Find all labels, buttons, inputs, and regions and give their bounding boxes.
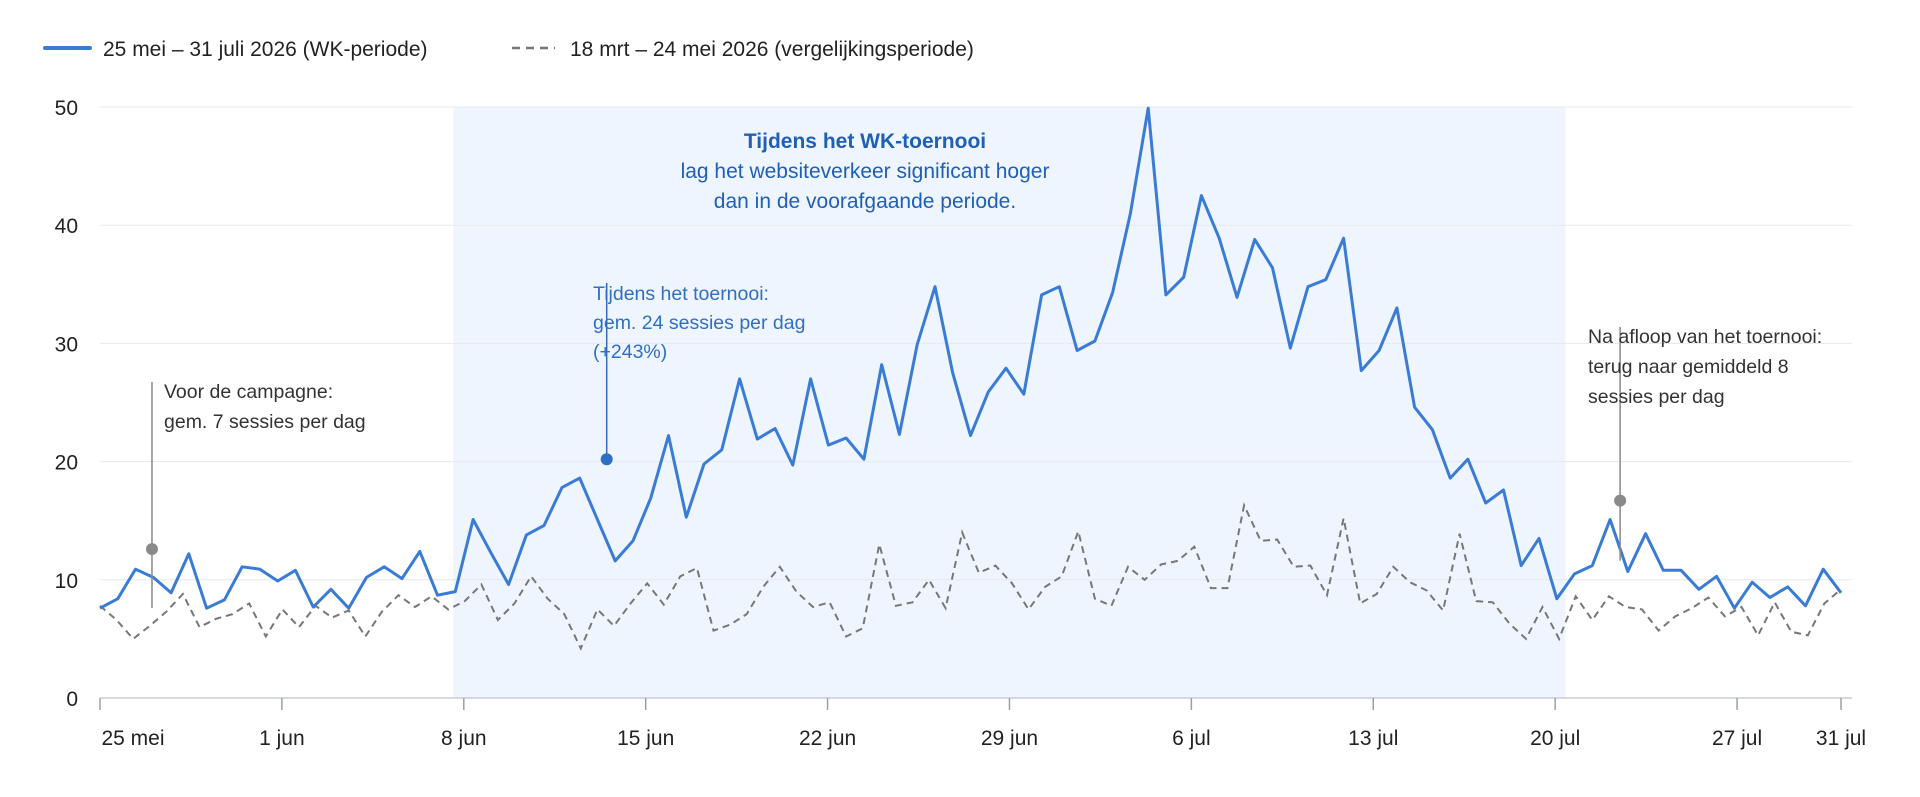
highlight-text-line-2: dan in de voorafgaande periode. <box>714 190 1016 213</box>
highlight-title: Tijdens het WK-toernooi <box>744 130 986 153</box>
annotation-during-line-2: gem. 24 sessies per dag <box>593 312 805 334</box>
legend-label-wk-period: 25 mei – 31 juli 2026 (WK-periode) <box>103 38 428 61</box>
x-tick-label: 15 jun <box>617 727 674 750</box>
x-tick-label: 25 mei <box>101 727 164 750</box>
highlight-caption: Tijdens het WK-toernooi lag het websitev… <box>681 130 1050 213</box>
y-tick-label: 10 <box>55 570 78 593</box>
highlight-text-line-1: lag het websiteverkeer significant hoger <box>681 160 1050 183</box>
annotation-after-line-1: Na afloop van het toernooi: <box>1588 326 1822 348</box>
annotation-before-marker <box>145 543 158 556</box>
y-tick-label: 20 <box>55 452 78 475</box>
x-tick-label: 29 jun <box>981 727 1038 750</box>
annotation-during-marker <box>600 453 613 466</box>
annotation-after-line-2: terug naar gemiddeld 8 <box>1588 356 1789 378</box>
y-tick-label: 30 <box>55 333 78 356</box>
x-tick-label: 22 jun <box>799 727 856 750</box>
x-tick-label: 13 jul <box>1348 727 1398 750</box>
x-tick-label: 20 jul <box>1530 727 1580 750</box>
x-axis-ticks: 25 mei 1 jun 8 jun 15 jun 22 jun 29 jun 6 jul 1… <box>99 698 1866 750</box>
annotation-after-line-3: sessies per dag <box>1588 386 1725 408</box>
gridlines <box>100 106 1852 581</box>
wk-period-highlight-band <box>453 107 1566 698</box>
annotations: Voor de campagne: gem. 7 sessies per dag… <box>145 283 1822 608</box>
annotation-before-line-2: gem. 7 sessies per dag <box>164 411 366 433</box>
x-tick-label: 6 jul <box>1172 727 1211 750</box>
x-tick-label: 1 jun <box>259 727 305 750</box>
x-tick-label: 27 jul <box>1712 727 1762 750</box>
annotation-before-line-1: Voor de campagne: <box>164 381 333 403</box>
annotation-during-line-1: Tijdens het toernooi: <box>593 283 769 305</box>
y-tick-label: 0 <box>66 688 78 711</box>
y-axis-tick-labels: 0 10 20 30 40 50 <box>55 97 78 711</box>
series-line-comparison-period <box>99 502 1842 651</box>
series-line-wk-period <box>99 106 1843 610</box>
x-tick-label: 8 jun <box>441 727 487 750</box>
legend-label-comparison-period: 18 mrt – 24 mei 2026 (vergelijkingsperio… <box>570 38 974 61</box>
legend: 25 mei – 31 juli 2026 (WK-periode) 18 mr… <box>43 38 974 61</box>
y-tick-label: 40 <box>55 215 78 238</box>
annotation-during-line-3: (+243%) <box>593 341 667 363</box>
y-tick-label: 50 <box>55 97 78 120</box>
annotation-after-marker <box>1614 494 1627 507</box>
x-tick-label: 31 jul <box>1816 727 1866 750</box>
